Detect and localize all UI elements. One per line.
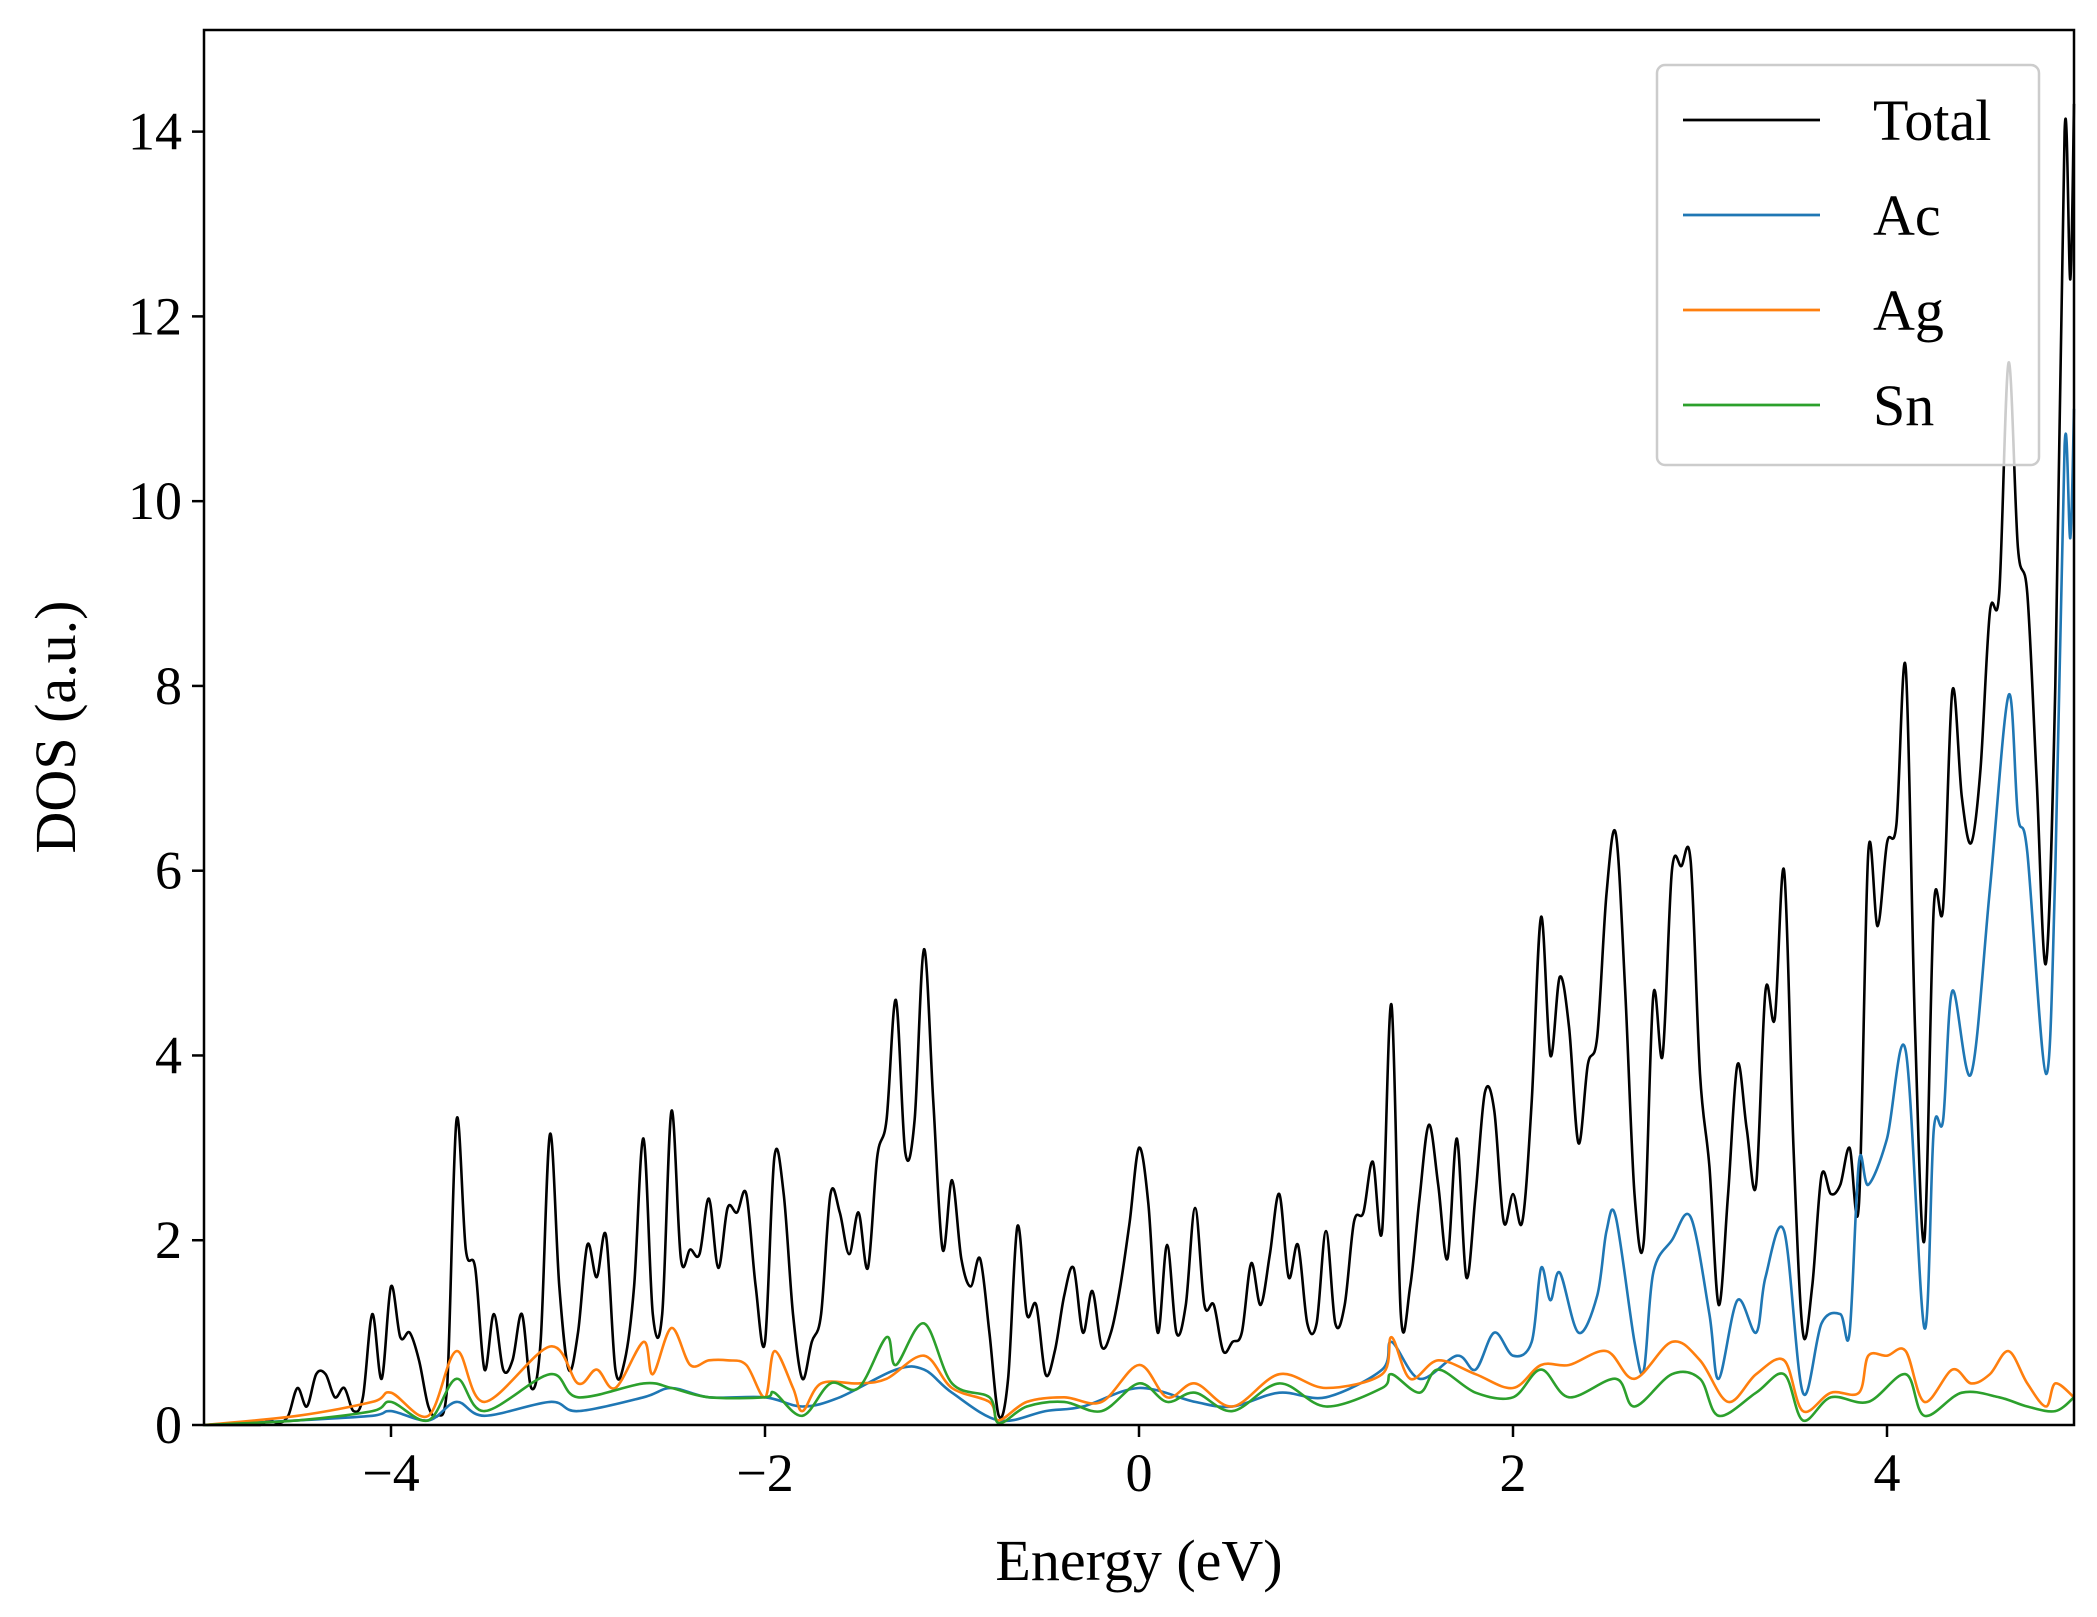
legend-box <box>1655 63 2041 467</box>
x-tick-label: 4 <box>1874 1443 1901 1503</box>
x-tick-label: −4 <box>362 1443 419 1503</box>
x-axis-label: Energy (eV) <box>995 1528 1282 1593</box>
series-layer <box>203 103 2076 1427</box>
legend-label-ac: Ac <box>1873 183 1941 248</box>
legend: Total Ac Ag Sn <box>1655 63 2041 467</box>
series-line-ac <box>203 408 2076 1427</box>
y-tick-label: 6 <box>155 841 182 901</box>
y-tick-label: 4 <box>155 1025 182 1085</box>
series-line-ag <box>203 1326 2075 1427</box>
y-tick-label: 10 <box>128 471 182 531</box>
legend-label-sn: Sn <box>1873 373 1934 438</box>
y-tick-label: 14 <box>128 102 182 162</box>
y-axis-label: DOS (a.u.) <box>23 601 88 854</box>
legend-label-ag: Ag <box>1873 278 1944 343</box>
y-tick-label: 8 <box>155 656 182 716</box>
y-tick-label: 2 <box>155 1210 182 1270</box>
x-tick-label: 0 <box>1126 1443 1153 1503</box>
x-tick-label: −2 <box>736 1443 793 1503</box>
y-tick-label: 0 <box>155 1395 182 1455</box>
series-line-sn <box>203 1322 2075 1427</box>
series-line-total <box>203 103 2076 1427</box>
y-axis: 0 2 4 6 8 10 12 14 <box>128 102 204 1455</box>
legend-label-total: Total <box>1873 88 1991 153</box>
x-axis: −4 −2 0 2 4 <box>362 1425 1901 1503</box>
y-tick-label: 12 <box>128 286 182 346</box>
x-tick-label: 2 <box>1500 1443 1527 1503</box>
